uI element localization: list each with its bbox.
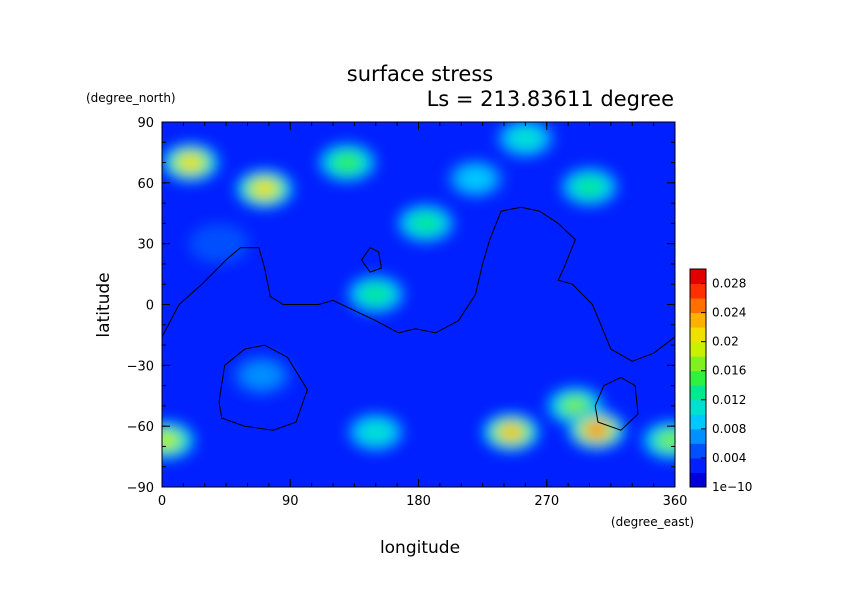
chart-subtitle: Ls = 213.83611 degree xyxy=(427,87,674,111)
stress-feature xyxy=(559,166,620,207)
colorbar-tick-label: 0.008 xyxy=(712,422,746,436)
x-tick-label: 360 xyxy=(663,494,688,509)
stress-feature xyxy=(395,203,456,244)
y-tick-label: −90 xyxy=(127,481,154,496)
colorbar-swatch xyxy=(690,356,706,372)
heatmap-plot xyxy=(162,122,675,487)
stress-feature xyxy=(345,412,406,453)
colorbar-tick-label: 0.028 xyxy=(712,277,746,291)
colorbar-swatch xyxy=(690,385,706,401)
colorbar-swatch xyxy=(690,327,706,343)
colorbar-tick-label: 1e−10 xyxy=(712,480,752,494)
colorbar-swatch xyxy=(690,269,706,285)
colorbar-frame xyxy=(689,268,707,488)
stress-feature xyxy=(234,168,295,209)
chart-title: surface stress xyxy=(347,62,493,86)
y-axis-label: latitude xyxy=(94,272,114,337)
x-unit-label: (degree_east) xyxy=(611,515,694,529)
colorbar-tick-label: 0.012 xyxy=(712,393,746,407)
colorbar-swatch xyxy=(690,414,706,430)
colorbar-swatch xyxy=(690,298,706,314)
colorbar-swatch xyxy=(690,312,706,328)
colorbar-tick-label: 0.02 xyxy=(712,335,739,349)
colorbar-swatch xyxy=(690,283,706,299)
stress-feature xyxy=(640,420,675,461)
stress-feature xyxy=(495,122,556,159)
y-unit-label: (degree_north) xyxy=(86,91,176,105)
colorbar-tick-label: 0.004 xyxy=(712,451,746,465)
stress-feature xyxy=(317,142,378,183)
x-axis-label: longitude xyxy=(380,538,460,558)
contour-dichotomy xyxy=(162,206,675,362)
x-tick-label: 180 xyxy=(406,494,431,509)
y-tick-label: 30 xyxy=(137,238,154,253)
y-tick-label: −30 xyxy=(127,359,154,374)
stress-feature xyxy=(481,412,542,453)
colorbar-swatch xyxy=(690,341,706,357)
colorbar-swatch xyxy=(690,472,706,488)
stress-feature xyxy=(162,142,221,183)
colorbar-swatch xyxy=(690,428,706,444)
colorbar-swatch xyxy=(690,399,706,415)
stress-feature xyxy=(445,158,506,199)
y-tick-label: 0 xyxy=(146,299,154,314)
stress-feature xyxy=(345,274,406,315)
stress-feature xyxy=(566,410,627,451)
colorbar-swatch xyxy=(690,370,706,386)
colorbar: 0.028 0.024 0.02 0.016 0.012 0.008 0.004 1e−10 xyxy=(689,268,752,494)
colorbar-tick-label: 0.016 xyxy=(712,364,746,378)
x-tick-label: 270 xyxy=(534,494,559,509)
colorbar-swatch xyxy=(690,457,706,473)
stress-feature xyxy=(231,355,292,396)
colorbar-tick-label: 0.024 xyxy=(712,306,746,320)
contour-small-ring xyxy=(361,247,382,273)
x-tick-label: 0 xyxy=(158,494,166,509)
contour-basin-west xyxy=(218,344,308,431)
contour-basin-east xyxy=(594,376,639,431)
stress-feature xyxy=(162,420,197,461)
y-tick-label: −60 xyxy=(127,420,154,435)
stress-feature xyxy=(189,223,249,264)
colorbar-swatch xyxy=(690,443,706,459)
y-tick-label: 60 xyxy=(137,177,154,192)
x-tick-label: 90 xyxy=(282,494,299,509)
y-tick-label: 90 xyxy=(137,116,154,131)
